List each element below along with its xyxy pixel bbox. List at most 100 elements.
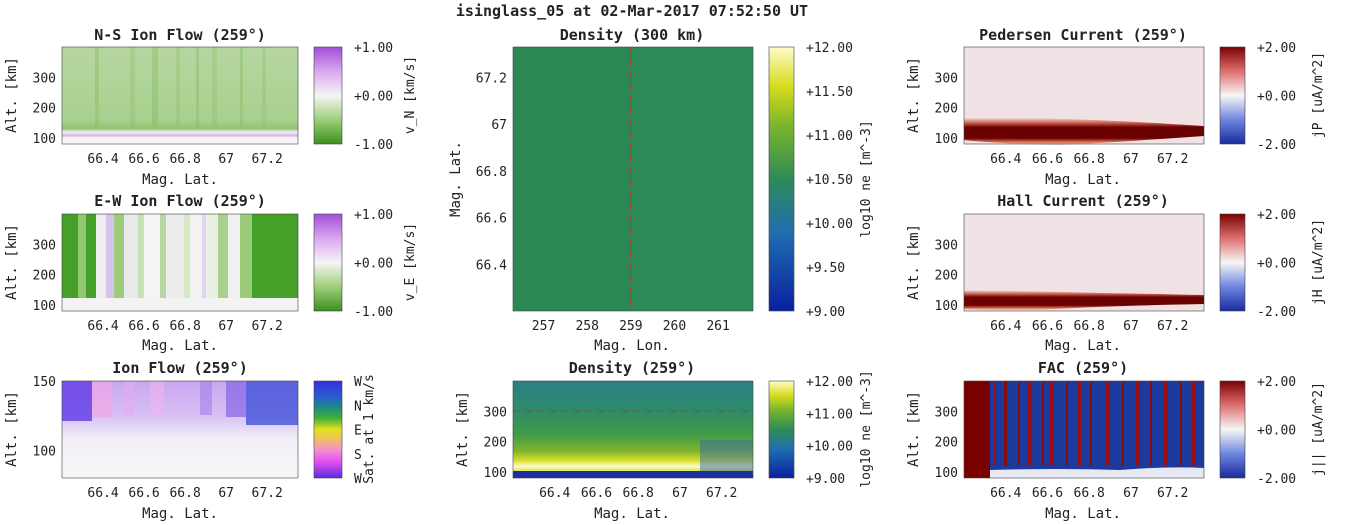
x-tick-label: 66.8 xyxy=(1074,486,1105,501)
colorbar-tick-label: +10.50 xyxy=(806,173,853,188)
y-tick-label: 67 xyxy=(491,118,507,133)
panel-title: N-S Ion Flow (259°) xyxy=(94,26,266,44)
colorbar-tick-label: +0.00 xyxy=(1257,257,1296,272)
x-tick-label: 66.8 xyxy=(169,152,200,167)
x-tick-label: 66.8 xyxy=(169,319,200,334)
colorbar-tick-label: +2.00 xyxy=(1257,208,1296,223)
colorbar xyxy=(1219,380,1246,479)
colorbar-tick-label: +12.00 xyxy=(806,41,853,56)
y-axis-label: Alt. [km] xyxy=(455,391,471,467)
colorbar-tick-label: +1.00 xyxy=(354,41,393,56)
colorbar-label: jP [uA/m^2] xyxy=(1311,52,1326,138)
x-tick-label: 258 xyxy=(575,319,598,334)
colorbar-tick-labels: +1.00 +0.00 -1.00 xyxy=(354,41,393,153)
plot-frame xyxy=(61,380,299,479)
y-tick-label: 300 xyxy=(935,405,958,420)
y-tick-label: 100 xyxy=(33,444,56,459)
y-axis-label: Alt. [km] xyxy=(4,57,20,133)
colorbar xyxy=(1219,46,1246,145)
colorbar-tick-label: +1.00 xyxy=(354,208,393,223)
colorbar-tick-labels: +1.00 +0.00 -1.00 xyxy=(354,208,393,320)
y-axis-label: Alt. [km] xyxy=(906,391,922,467)
y-tick-label: 200 xyxy=(484,436,507,451)
x-tick-label: 66.6 xyxy=(128,486,159,501)
y-tick-label: 100 xyxy=(484,466,507,481)
colorbar-tick-label: +9.00 xyxy=(806,472,845,487)
colorbar-tick-label: +10.00 xyxy=(806,217,853,232)
colorbar-tick-label: +10.00 xyxy=(806,440,853,455)
x-tick-labels: 66.4 66.6 66.8 67 67.2 xyxy=(539,486,737,501)
panel-hall-current: Hall Current (259°) 66.4 66.6 66.8 67 67.2 3… xyxy=(906,192,1326,354)
colorbar-tick-label: +11.00 xyxy=(806,407,853,422)
y-axis-label: Alt. [km] xyxy=(4,391,20,467)
y-tick-labels: 300 200 100 xyxy=(484,405,507,481)
colorbar xyxy=(768,380,795,479)
x-tick-label: 259 xyxy=(619,319,642,334)
panel-fac: FAC (259°) 66.4 66.6 66.8 67 67.2 300200100 … xyxy=(906,359,1326,522)
x-tick-label: 66.4 xyxy=(87,319,118,334)
x-tick-labels: 66.4 66.6 66.8 67 67.2 xyxy=(87,152,282,167)
heatmap-streaks xyxy=(62,381,298,425)
x-tick-label: 66.4 xyxy=(990,319,1021,334)
plot-frame xyxy=(61,213,299,312)
x-tick-label: 66.8 xyxy=(623,486,654,501)
x-tick-label: 66.4 xyxy=(87,152,118,167)
colorbar-tick-label: -1.00 xyxy=(354,138,393,153)
y-axis-label: Alt. [km] xyxy=(4,224,20,300)
heatmap-floor xyxy=(513,471,753,478)
colorbar-tick-labels: +2.00 +0.00 -2.00 xyxy=(1257,375,1296,487)
panel-density-259: Density (259°) 66.4 66.6 66.8 67 67.2 300 200… xyxy=(455,359,874,522)
colorbar-tick-label: -2.00 xyxy=(1257,472,1296,487)
y-tick-labels: 100 200 300 xyxy=(33,71,56,147)
x-tick-label: 67.2 xyxy=(1157,486,1188,501)
x-tick-label: 67 xyxy=(218,486,234,501)
y-tick-labels: 150 100 xyxy=(33,375,56,459)
y-tick-label: 66.8 xyxy=(476,165,507,180)
heatmap-floor xyxy=(990,467,1204,478)
colorbar-label: j|| [uA/m^2] xyxy=(1311,382,1326,476)
x-tick-labels: 257 258 259 260 261 xyxy=(532,319,730,334)
colorbar xyxy=(313,380,343,479)
x-tick-label: 67.2 xyxy=(1157,152,1188,167)
y-tick-label: 200 xyxy=(935,102,958,117)
x-axis-label: Mag. Lat. xyxy=(1045,506,1121,522)
y-tick-labels: 300 200 100 xyxy=(935,71,958,147)
y-tick-label: 300 xyxy=(484,405,507,420)
panel-ew-ion-flow: E-W Ion Flow (259°) 66.4 66.6 66.8 67 67.2 1… xyxy=(4,192,418,354)
x-axis-label: Mag. Lat. xyxy=(142,506,218,522)
colorbar-tick-label: +11.00 xyxy=(806,129,853,144)
panel-title: Hall Current (259°) xyxy=(997,192,1169,210)
plot-frame xyxy=(963,46,1205,145)
colorbar-tick-label: +12.00 xyxy=(806,375,853,390)
y-tick-label: 200 xyxy=(935,436,958,451)
colorbar-tick-labels: +2.00 +0.00 -2.00 xyxy=(1257,208,1296,320)
y-tick-labels: 67.2 67 66.8 66.6 66.4 xyxy=(476,71,507,273)
y-tick-labels: 300 200 100 xyxy=(935,238,958,314)
x-tick-label: 66.8 xyxy=(1074,319,1105,334)
x-tick-label: 66.6 xyxy=(1032,152,1063,167)
x-axis-label: Mag. Lat. xyxy=(142,172,218,188)
y-tick-label: 100 xyxy=(935,466,958,481)
x-axis-label: Mag. Lat. xyxy=(1045,338,1121,354)
colorbar-tick-label: +9.00 xyxy=(806,305,845,320)
y-tick-label: 66.4 xyxy=(476,258,507,273)
colorbar-tick-label: +0.00 xyxy=(1257,424,1296,439)
heatmap-streaks xyxy=(994,381,1195,466)
x-tick-label: 67 xyxy=(218,152,234,167)
colorbar-tick-label: +2.00 xyxy=(1257,375,1296,390)
panel-density-300km: Density (300 km) 257 258 259 260 261 67.2676… xyxy=(448,26,874,354)
x-axis-label: Mag. Lon. xyxy=(594,338,670,354)
heatmap-red-region xyxy=(964,381,990,478)
colorbar-tick-label: +9.50 xyxy=(806,261,845,276)
colorbar-tick-label: +0.00 xyxy=(354,90,393,105)
y-tick-labels: 100 200 300 xyxy=(33,238,56,314)
y-tick-label: 100 xyxy=(935,299,958,314)
colorbar-tick-label: +11.50 xyxy=(806,85,853,100)
colorbar-tick-labels: +2.00 +0.00 -2.00 xyxy=(1257,41,1296,153)
colorbar xyxy=(1219,213,1246,312)
x-tick-label: 66.4 xyxy=(990,152,1021,167)
colorbar-tick-labels: +12.00 +11.50 +11.00 +10.50 +10.00 +9.50 +9.00 xyxy=(806,41,853,320)
x-tick-label: 66.6 xyxy=(128,152,159,167)
x-tick-label: 66.4 xyxy=(990,486,1021,501)
